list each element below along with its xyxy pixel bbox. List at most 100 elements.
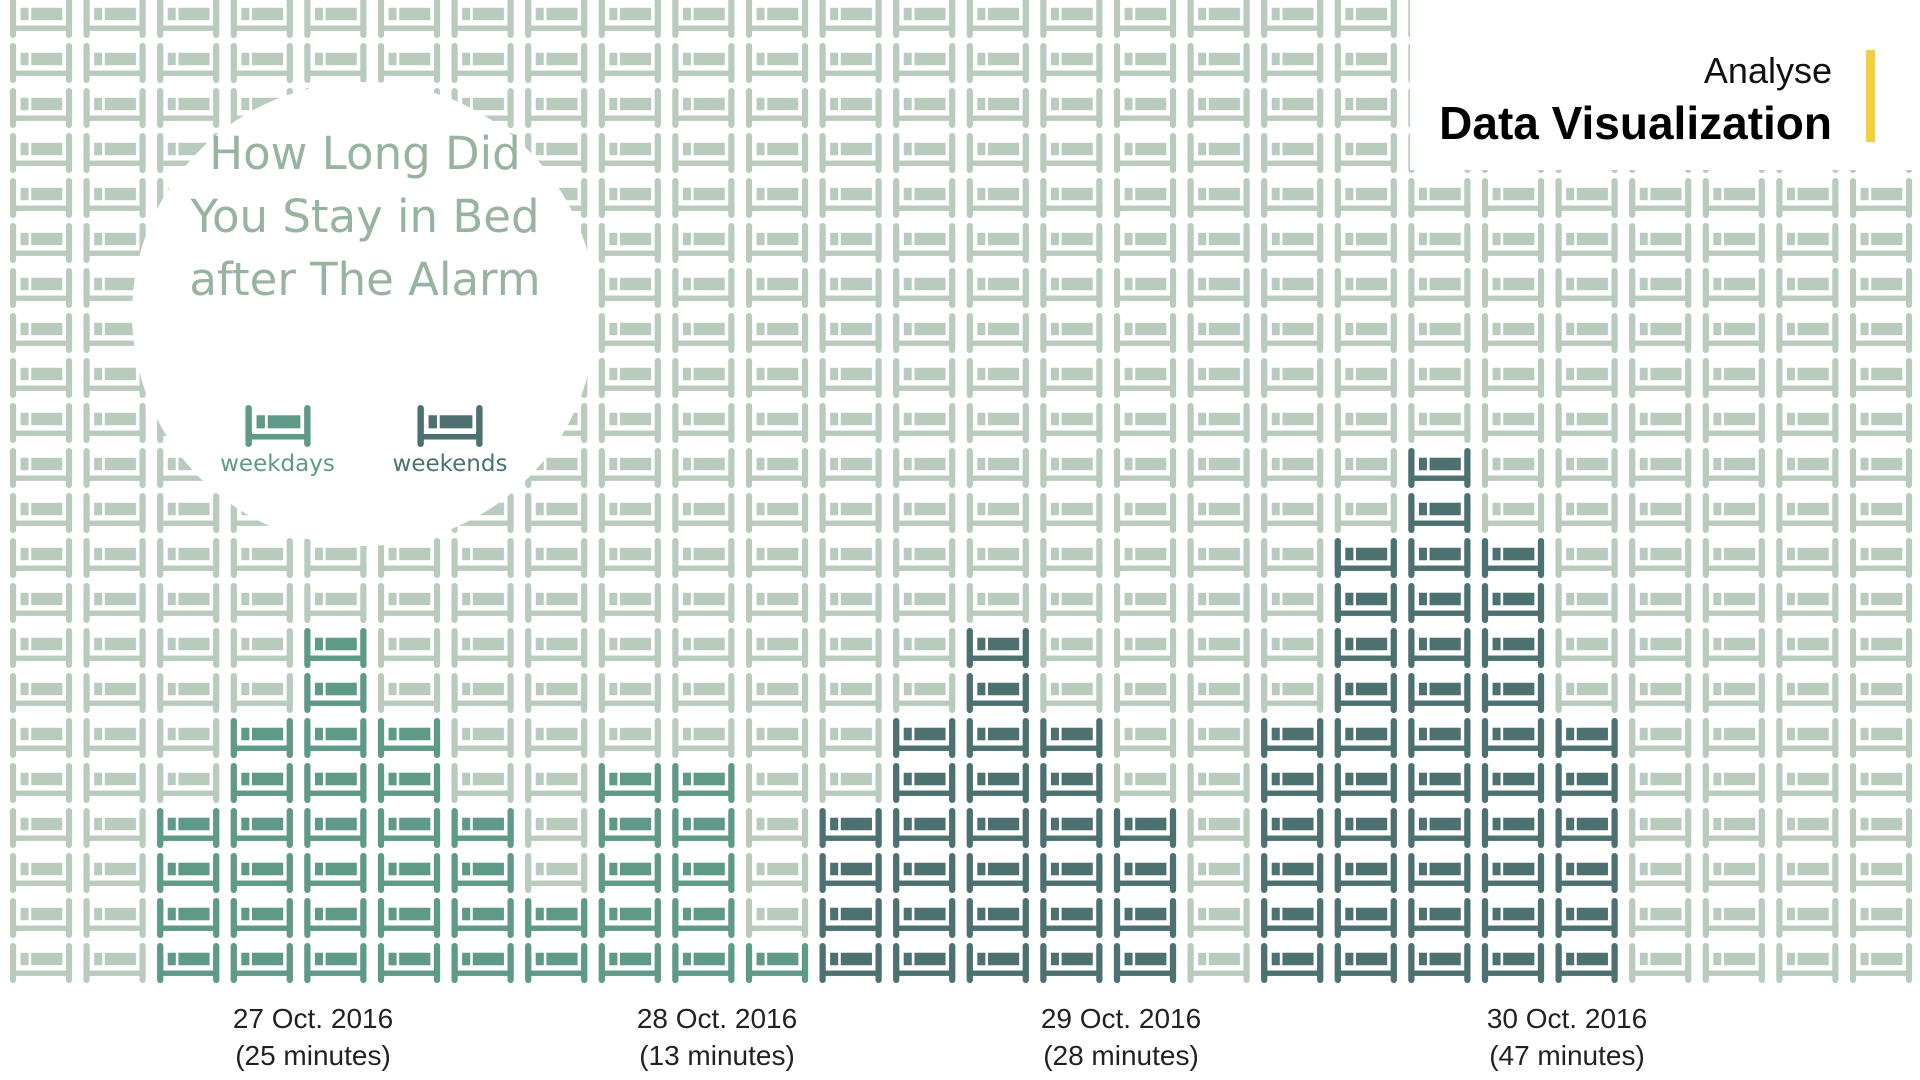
- bed-icon: [672, 358, 735, 398]
- bed-icon: [598, 853, 661, 893]
- bed-icon: [1187, 943, 1250, 983]
- bed-icon: [1776, 223, 1839, 263]
- bed-icon: [819, 943, 882, 983]
- bed-icon: [230, 628, 293, 668]
- bed-icon: [377, 853, 441, 893]
- bed-icon: [672, 223, 735, 263]
- bed-icon: [1702, 493, 1765, 533]
- bed-icon: [1113, 313, 1177, 353]
- bed-icon: [819, 88, 882, 128]
- bed-icon: [1040, 538, 1103, 578]
- bed-icon: [9, 718, 73, 758]
- bed-icon: [230, 0, 293, 38]
- bed-icon: [745, 448, 809, 488]
- bed-icon: [819, 538, 882, 578]
- bed-icon: [1261, 808, 1324, 848]
- bar-minutes: (13 minutes): [639, 1040, 795, 1071]
- bed-icon: [1555, 673, 1618, 713]
- bed-icon: [1481, 718, 1545, 758]
- intro-circle: [132, 82, 596, 546]
- bed-icon: [304, 808, 367, 848]
- bed-icon: [598, 178, 661, 218]
- bed-icon: [893, 43, 956, 83]
- bed-icon: [1113, 853, 1177, 893]
- bed-icon: [745, 268, 809, 308]
- bed-icon: [672, 898, 735, 938]
- bed-icon: [9, 178, 73, 218]
- bed-icon: [83, 943, 146, 983]
- bed-icon: [9, 808, 73, 848]
- bed-icon: [1261, 628, 1324, 668]
- bed-icon: [893, 313, 956, 353]
- bed-icon: [598, 268, 661, 308]
- bed-icon: [745, 628, 809, 668]
- bed-icon: [1408, 493, 1471, 533]
- bed-icon: [1261, 718, 1324, 758]
- bed-icon: [1555, 538, 1618, 578]
- bed-icon: [1629, 358, 1692, 398]
- bed-icon: [1408, 223, 1471, 263]
- bed-icon: [1187, 493, 1250, 533]
- bed-icon: [157, 673, 220, 713]
- bed-icon: [1776, 853, 1839, 893]
- bed-icon: [1334, 358, 1397, 398]
- bed-icon: [966, 493, 1029, 533]
- bed-icon: [1849, 538, 1913, 578]
- bed-icon: [966, 718, 1029, 758]
- bed-icon: [1261, 133, 1324, 173]
- bed-icon: [9, 448, 73, 488]
- bed-icon: [1113, 178, 1177, 218]
- bed-icon: [1261, 358, 1324, 398]
- bed-icon: [1113, 718, 1177, 758]
- bed-icon: [598, 0, 661, 38]
- header-accent-bar: [1866, 50, 1875, 142]
- bed-icon: [1776, 808, 1839, 848]
- bed-icon: [525, 898, 588, 938]
- bed-icon: [157, 0, 220, 38]
- bed-icon: [1555, 763, 1618, 803]
- bed-icon: [1408, 313, 1471, 353]
- bed-icon: [893, 853, 956, 893]
- bed-icon: [893, 403, 956, 443]
- bed-icon: [1187, 673, 1250, 713]
- bed-icon: [1481, 943, 1545, 983]
- bed-icon: [451, 583, 514, 623]
- bed-icon: [893, 448, 956, 488]
- bed-icon: [1481, 178, 1545, 218]
- bar-date: 27 Oct. 2016: [232, 1003, 394, 1034]
- bed-icon: [672, 853, 735, 893]
- bed-icon: [1187, 88, 1250, 128]
- bed-icon: [893, 718, 956, 758]
- bed-icon: [1113, 628, 1177, 668]
- bed-icon: [745, 538, 809, 578]
- bed-icon: [1849, 493, 1913, 533]
- bed-icon: [377, 673, 441, 713]
- bed-icon: [966, 43, 1029, 83]
- bed-icon: [1702, 898, 1765, 938]
- bed-icon: [1261, 43, 1324, 83]
- bed-icon: [1555, 583, 1618, 623]
- bed-icon: [1776, 718, 1839, 758]
- bed-icon: [598, 763, 661, 803]
- bed-icon: [9, 0, 73, 38]
- bed-icon: [1113, 673, 1177, 713]
- bed-icon: [1408, 583, 1471, 623]
- bed-icon: [1849, 583, 1913, 623]
- bed-icon: [1776, 673, 1839, 713]
- bar-label-30-oct: 30 Oct. 2016 (47 minutes): [1437, 1000, 1697, 1074]
- bed-icon: [83, 718, 146, 758]
- bed-icon: [598, 358, 661, 398]
- bed-icon: [1481, 853, 1545, 893]
- bed-icon: [157, 583, 220, 623]
- bed-icon: [1408, 178, 1471, 218]
- bed-icon: [672, 538, 735, 578]
- bed-icon: [1481, 448, 1545, 488]
- bed-icon: [83, 448, 146, 488]
- bed-icon: [417, 405, 483, 447]
- bed-icon: [451, 0, 514, 38]
- bed-icon: [1629, 403, 1692, 443]
- bed-icon: [1629, 178, 1692, 218]
- bed-icon: [745, 583, 809, 623]
- bed-icon: [598, 313, 661, 353]
- bed-icon: [1187, 43, 1250, 83]
